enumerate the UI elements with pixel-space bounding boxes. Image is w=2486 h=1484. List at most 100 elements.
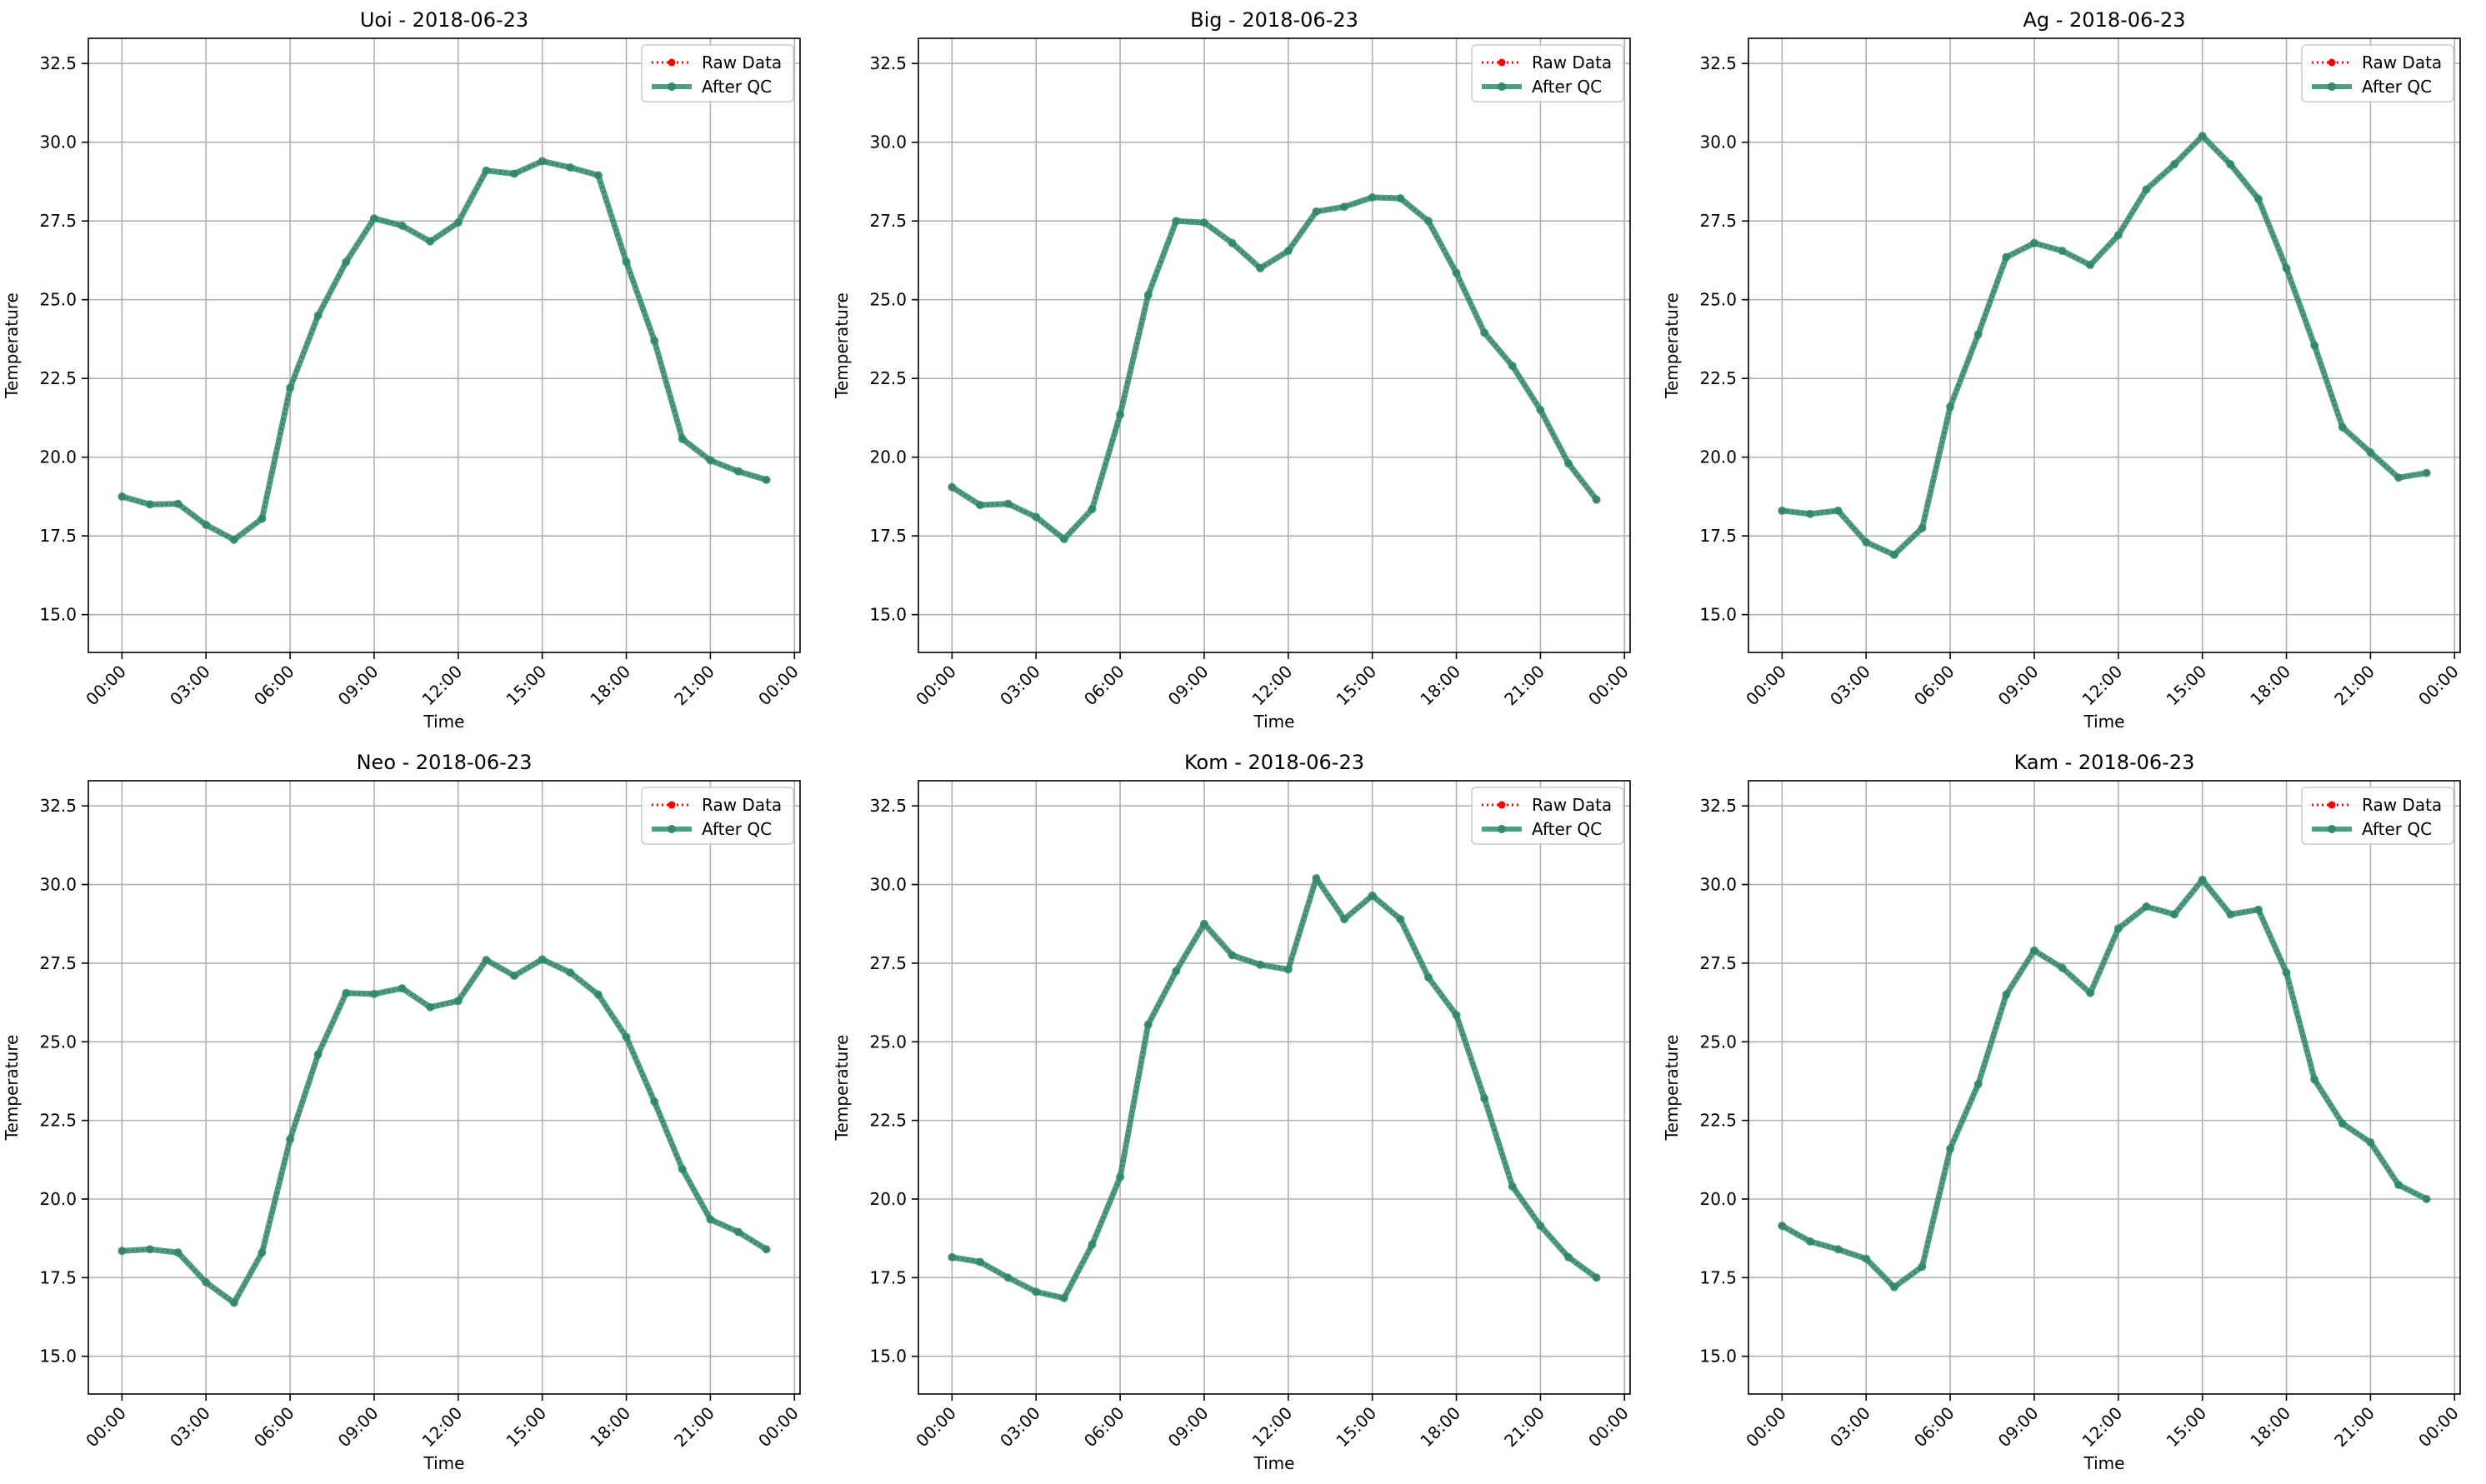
data-point-qc <box>2170 160 2179 169</box>
data-point-qc <box>2226 160 2235 169</box>
x-tick-label: 12:00 <box>418 662 467 710</box>
data-point-qc <box>2338 422 2347 432</box>
data-point-qc <box>2002 252 2011 262</box>
y-axis-label: Temperature <box>832 1035 852 1142</box>
legend-marker-raw <box>2328 801 2336 809</box>
x-tick-label: 15:00 <box>502 662 550 710</box>
y-tick-label: 30.0 <box>1699 132 1737 152</box>
data-point-qc <box>1396 193 1405 202</box>
y-tick-label: 15.0 <box>869 1347 907 1367</box>
data-point-qc <box>453 997 463 1006</box>
data-point-qc <box>2310 341 2319 350</box>
legend-marker-qc <box>1498 825 1506 833</box>
x-tick-label: 03:00 <box>1826 1403 1874 1452</box>
x-tick-label: 00:00 <box>912 1403 960 1452</box>
x-axis-label: Time <box>423 712 465 732</box>
legend-marker-qc <box>2328 825 2336 833</box>
series-line-qc <box>121 157 768 543</box>
y-tick-label: 20.0 <box>1699 1189 1737 1209</box>
data-point-qc <box>1536 405 1545 414</box>
data-point-qc <box>342 257 351 267</box>
data-point-qc <box>1199 218 1208 227</box>
legend-label-raw: Raw Data <box>2362 52 2442 72</box>
data-point-qc <box>1032 512 1041 522</box>
legend: Raw Data After QC <box>2301 787 2454 845</box>
data-point-qc <box>1946 402 1955 412</box>
plot-frame <box>1748 37 2461 653</box>
data-point-qc <box>1423 217 1433 226</box>
legend-marker-raw <box>668 801 676 809</box>
data-point-qc <box>369 989 378 998</box>
x-tick-label: 15:00 <box>2162 1403 2210 1452</box>
x-tick-label: 00:00 <box>82 662 130 710</box>
series-line-qc <box>951 875 1598 1302</box>
x-tick-label: 15:00 <box>502 1403 550 1452</box>
x-tick-label: 18:00 <box>586 1403 634 1452</box>
data-point-qc <box>145 1245 154 1254</box>
plot-frame <box>88 780 801 1395</box>
x-tick-label: 21:00 <box>2330 1403 2378 1452</box>
x-tick-label: 06:00 <box>1910 662 1958 710</box>
x-tick-label: 03:00 <box>996 662 1044 710</box>
x-tick-label: 00:00 <box>754 1403 803 1452</box>
data-point-qc <box>2113 924 2123 933</box>
data-point-qc <box>1862 537 1871 547</box>
chart-title: Kom - 2018-06-23 <box>1184 751 1364 774</box>
y-tick-label: 30.0 <box>1699 875 1737 895</box>
legend-marker-raw <box>1498 58 1506 67</box>
data-point-qc <box>2142 185 2151 194</box>
legend: Raw Data After QC <box>641 787 794 845</box>
data-point-qc <box>1889 1282 1898 1292</box>
data-point-qc <box>286 1135 295 1144</box>
x-tick-label: 15:00 <box>1332 662 1380 710</box>
chart-panel: 15.0 17.5 20.0 22.5 25.0 27.5 30.0 32.5 00:00 03:… <box>1662 8 2463 732</box>
data-point-qc <box>118 492 127 501</box>
y-axis-label: Temperature <box>832 292 852 399</box>
data-point-qc <box>1536 1222 1545 1231</box>
y-tick-label: 15.0 <box>39 1347 77 1367</box>
series-line-raw <box>121 159 768 542</box>
data-point-qc <box>1256 263 1265 272</box>
data-point-qc <box>2198 132 2207 141</box>
data-point-qc <box>2366 448 2375 457</box>
data-point-qc <box>2142 902 2151 911</box>
data-point-qc <box>2394 1181 2403 1190</box>
y-tick-label: 27.5 <box>39 211 77 231</box>
data-point-qc <box>1172 217 1181 226</box>
data-point-qc <box>1973 1080 1983 1089</box>
data-point-qc <box>1480 1094 1489 1103</box>
legend: Raw Data After QC <box>1471 787 1624 845</box>
y-tick-label: 27.5 <box>1699 211 1737 231</box>
y-tick-label: 20.0 <box>39 1189 77 1209</box>
y-tick-label: 25.0 <box>39 1032 77 1052</box>
data-point-qc <box>1116 410 1125 419</box>
data-point-qc <box>566 162 575 172</box>
data-point-qc <box>650 336 659 345</box>
y-tick-label: 20.0 <box>869 1189 907 1209</box>
data-point-qc <box>1973 330 1983 339</box>
data-point-qc <box>975 501 984 510</box>
y-tick-label: 15.0 <box>869 605 907 625</box>
x-tick-label: 15:00 <box>1332 1403 1380 1452</box>
x-tick-label: 12:00 <box>2078 1403 2127 1452</box>
y-tick-label: 32.5 <box>869 53 907 73</box>
data-point-qc <box>173 499 183 508</box>
chart-title: Neo - 2018-06-23 <box>357 751 533 774</box>
series-line-raw <box>952 875 1598 1300</box>
x-tick-label: 06:00 <box>250 1403 298 1452</box>
plot-frame <box>918 780 1631 1395</box>
data-point-qc <box>1032 1287 1041 1297</box>
data-point-qc <box>538 157 547 166</box>
data-point-qc <box>566 968 575 977</box>
y-tick-label: 20.0 <box>39 447 77 467</box>
data-point-qc <box>482 956 491 965</box>
plot-frame <box>918 37 1631 653</box>
legend-label-raw: Raw Data <box>702 795 782 815</box>
y-tick-label: 32.5 <box>39 53 77 73</box>
data-point-qc <box>1592 495 1601 504</box>
y-tick-label: 22.5 <box>39 1111 77 1131</box>
y-tick-label: 27.5 <box>39 953 77 973</box>
x-tick-label: 09:00 <box>1994 1403 2043 1452</box>
x-tick-label: 06:00 <box>1080 1403 1128 1452</box>
y-tick-label: 30.0 <box>39 132 77 152</box>
